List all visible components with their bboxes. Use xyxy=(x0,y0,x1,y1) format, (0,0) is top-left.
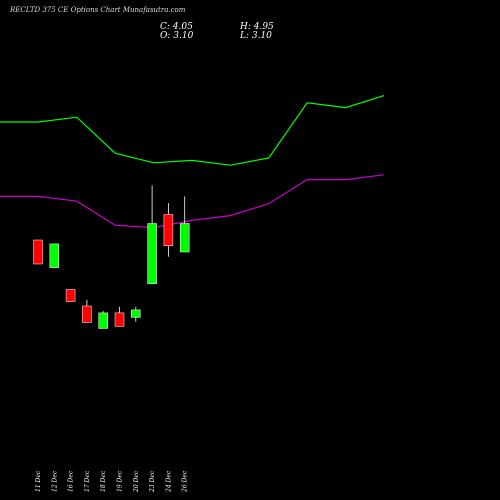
bollinger-bands xyxy=(0,95,385,229)
candle-body xyxy=(179,223,190,253)
close-value: C: 4.05 xyxy=(160,22,193,32)
x-tick-label: 24 Dec xyxy=(165,470,172,493)
x-tick-label: 12 Dec xyxy=(51,470,58,492)
x-tick-label: 20 Dec xyxy=(133,470,140,493)
candle-body xyxy=(131,309,141,318)
x-tick-label: 26 Dec xyxy=(182,470,189,493)
candle xyxy=(147,185,157,285)
candle-body xyxy=(98,312,108,329)
candles xyxy=(33,185,190,329)
x-tick-label: 11 Dec xyxy=(35,470,42,492)
candle xyxy=(33,239,43,265)
candle-body xyxy=(33,239,43,265)
lower-band-line xyxy=(0,174,385,229)
candle-body xyxy=(65,289,76,302)
high-value: H: 4.95 xyxy=(240,22,274,32)
candle xyxy=(179,196,190,253)
candle xyxy=(114,306,125,327)
candle-body xyxy=(147,223,157,285)
candle-body xyxy=(114,312,125,327)
candle-body xyxy=(82,305,92,323)
chart-title: RECLTD 375 CE Options Chart Munafasutra.… xyxy=(10,6,186,14)
x-tick-label: 17 Dec xyxy=(84,470,91,492)
x-tick-label: 16 Dec xyxy=(68,470,75,492)
candle xyxy=(98,311,108,329)
candle xyxy=(163,203,174,257)
x-tick-label: 19 Dec xyxy=(117,470,124,492)
candle xyxy=(82,299,92,323)
candle-body xyxy=(49,243,60,268)
candle xyxy=(65,289,76,302)
low-value: L: 3.10 xyxy=(240,31,272,41)
candle-body xyxy=(163,214,174,246)
candle xyxy=(131,306,141,322)
candle xyxy=(49,243,60,268)
x-tick-label: 18 Dec xyxy=(100,470,107,492)
upper-band-line xyxy=(0,95,385,166)
x-tick-label: 23 Dec xyxy=(149,470,156,493)
open-value: O: 3.10 xyxy=(160,31,194,41)
x-axis-ticks: 11 Dec 12 Dec 16 Dec 17 Dec 18 Dec 19 Dec 20 D… xyxy=(35,470,189,493)
